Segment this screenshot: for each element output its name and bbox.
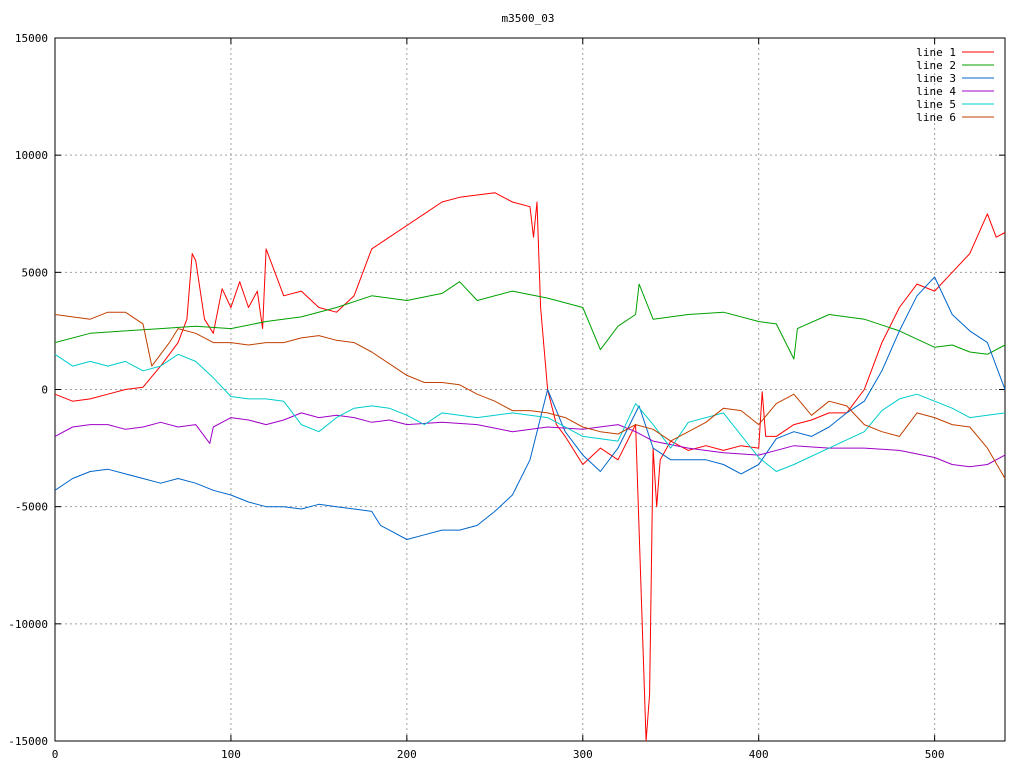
x-tick-label: 300 <box>573 748 593 761</box>
legend-label: line 3 <box>916 72 956 85</box>
y-tick-label: 5000 <box>22 266 49 279</box>
axes: -15000 -10000 -5000 0 5000 10000 15000 0 100 200 3… <box>8 32 1006 761</box>
series-line-2 <box>54 281 1006 360</box>
chart-title: m3500_03 <box>502 12 555 25</box>
y-tick-label: 10000 <box>15 149 48 162</box>
x-tick-label: 500 <box>925 748 945 761</box>
series-line-6 <box>54 311 1006 479</box>
y-tick-label: 15000 <box>15 32 48 45</box>
legend-label: line 4 <box>916 85 956 98</box>
plot-area <box>54 192 1006 742</box>
y-tick-label: -15000 <box>8 735 48 748</box>
y-tick-label: 0 <box>41 384 48 397</box>
grid <box>55 38 1005 741</box>
x-tick-label: 0 <box>52 748 59 761</box>
x-tick-label: 100 <box>221 748 241 761</box>
series-line-5 <box>54 353 1006 472</box>
y-tick-label: -10000 <box>8 618 48 631</box>
legend-label: line 5 <box>916 98 956 111</box>
series-line-3 <box>54 276 1006 540</box>
legend-label: line 1 <box>916 46 956 59</box>
legend-label: line 6 <box>916 111 956 124</box>
y-tick-label: -5000 <box>15 501 48 514</box>
legend-label: line 2 <box>916 59 956 72</box>
x-tick-label: 200 <box>397 748 417 761</box>
series-line-1 <box>54 192 1006 742</box>
x-tick-label: 400 <box>749 748 769 761</box>
